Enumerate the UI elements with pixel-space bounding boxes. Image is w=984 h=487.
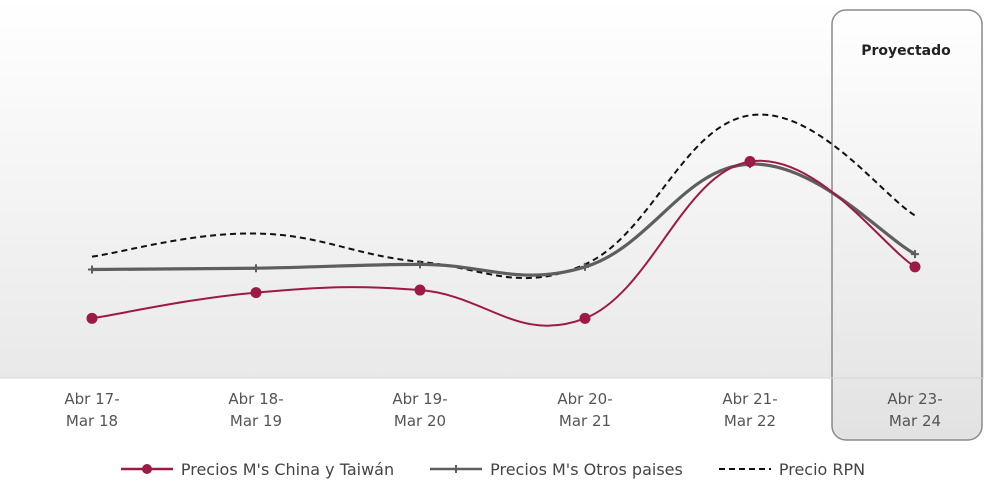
x-tick-label: Abr 18-Mar 19 [228, 390, 283, 430]
legend-label: Precio RPN [778, 459, 866, 479]
x-tick-label: Abr 17-Mar 18 [64, 390, 119, 430]
data-point [416, 260, 424, 269]
legend-item: Precio RPN [717, 460, 865, 479]
x-tick-label: Abr 20-Mar 21 [557, 390, 612, 430]
data-point [88, 265, 96, 274]
legend-item: Precios M's Otros paises [428, 460, 683, 479]
legend-label: Precios M's China y Taiwán [180, 459, 395, 479]
series-line [91, 162, 916, 277]
legend: Precios M's China y Taiwán Precios M's Ot… [0, 454, 984, 484]
projection-label: Proyectado [861, 43, 951, 59]
x-tick-label: Abr 19-Mar 20 [392, 390, 447, 430]
x-tick-label: Abr 23-Mar 24 [887, 390, 942, 430]
legend-label: Precios M's Otros paises [490, 459, 683, 479]
plot-background [0, 0, 984, 378]
series-layer [86, 113, 921, 327]
data-point [252, 264, 260, 273]
x-tick-label: Abr 21-Mar 22 [722, 390, 777, 430]
data-point [579, 312, 591, 324]
series-3 [91, 113, 916, 280]
legend-swatch [430, 465, 483, 473]
series-1 [86, 156, 921, 327]
legend-swatch [120, 464, 173, 474]
data-point [744, 156, 756, 168]
projection-box [831, 9, 983, 441]
data-point [911, 250, 919, 259]
data-point [581, 262, 589, 271]
data-point [86, 312, 98, 324]
x-tick-labels: Abr 17-Mar 18 Abr 18-Mar 19 Abr 19-Mar 20 A… [64, 390, 942, 430]
data-point [414, 284, 426, 296]
legend-item: Precios M's China y Taiwán [119, 460, 394, 479]
data-point [909, 261, 921, 273]
series-line [91, 113, 916, 280]
legend-swatch [718, 468, 771, 470]
data-point [250, 287, 262, 299]
